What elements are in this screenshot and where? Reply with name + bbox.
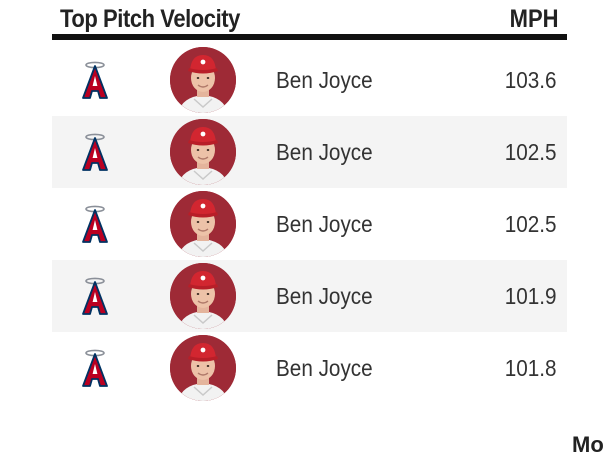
player-name[interactable]: Ben Joyce xyxy=(276,283,373,309)
velocity-value: 101.9 xyxy=(505,283,557,309)
player-name[interactable]: Ben Joyce xyxy=(276,355,373,381)
player-headshot xyxy=(170,335,236,401)
leaderboard-row[interactable]: Ben Joyce 101.9 xyxy=(52,260,567,332)
leaderboard-rows: Ben Joyce 103.6 xyxy=(52,44,567,404)
leaderboard-row[interactable]: Ben Joyce 101.8 xyxy=(52,332,567,404)
player-name[interactable]: Ben Joyce xyxy=(276,211,373,237)
more-link-partial[interactable]: Mo xyxy=(572,432,604,457)
velocity-value: 103.6 xyxy=(505,67,557,93)
player-headshot xyxy=(170,263,236,329)
velocity-value: 102.5 xyxy=(505,211,557,237)
velocity-leaderboard: Top Pitch Velocity MPH xyxy=(52,0,567,401)
velocity-value: 102.5 xyxy=(505,139,557,165)
player-name[interactable]: Ben Joyce xyxy=(276,67,373,93)
player-headshot xyxy=(170,47,236,113)
angels-logo-icon xyxy=(82,205,108,243)
unit-column-header: MPH xyxy=(510,5,559,33)
angels-logo-icon xyxy=(82,277,108,315)
velocity-value: 101.8 xyxy=(505,355,557,381)
leaderboard-row[interactable]: Ben Joyce 102.5 xyxy=(52,116,567,188)
leaderboard-title: Top Pitch Velocity xyxy=(60,5,240,33)
angels-logo-icon xyxy=(82,61,108,99)
angels-logo-icon xyxy=(82,349,108,387)
angels-logo-icon xyxy=(82,133,108,171)
leaderboard-header: Top Pitch Velocity MPH xyxy=(52,0,567,40)
leaderboard-row[interactable]: Ben Joyce 102.5 xyxy=(52,188,567,260)
leaderboard-row[interactable]: Ben Joyce 103.6 xyxy=(52,44,567,116)
player-name[interactable]: Ben Joyce xyxy=(276,139,373,165)
player-headshot xyxy=(170,119,236,185)
player-headshot xyxy=(170,191,236,257)
